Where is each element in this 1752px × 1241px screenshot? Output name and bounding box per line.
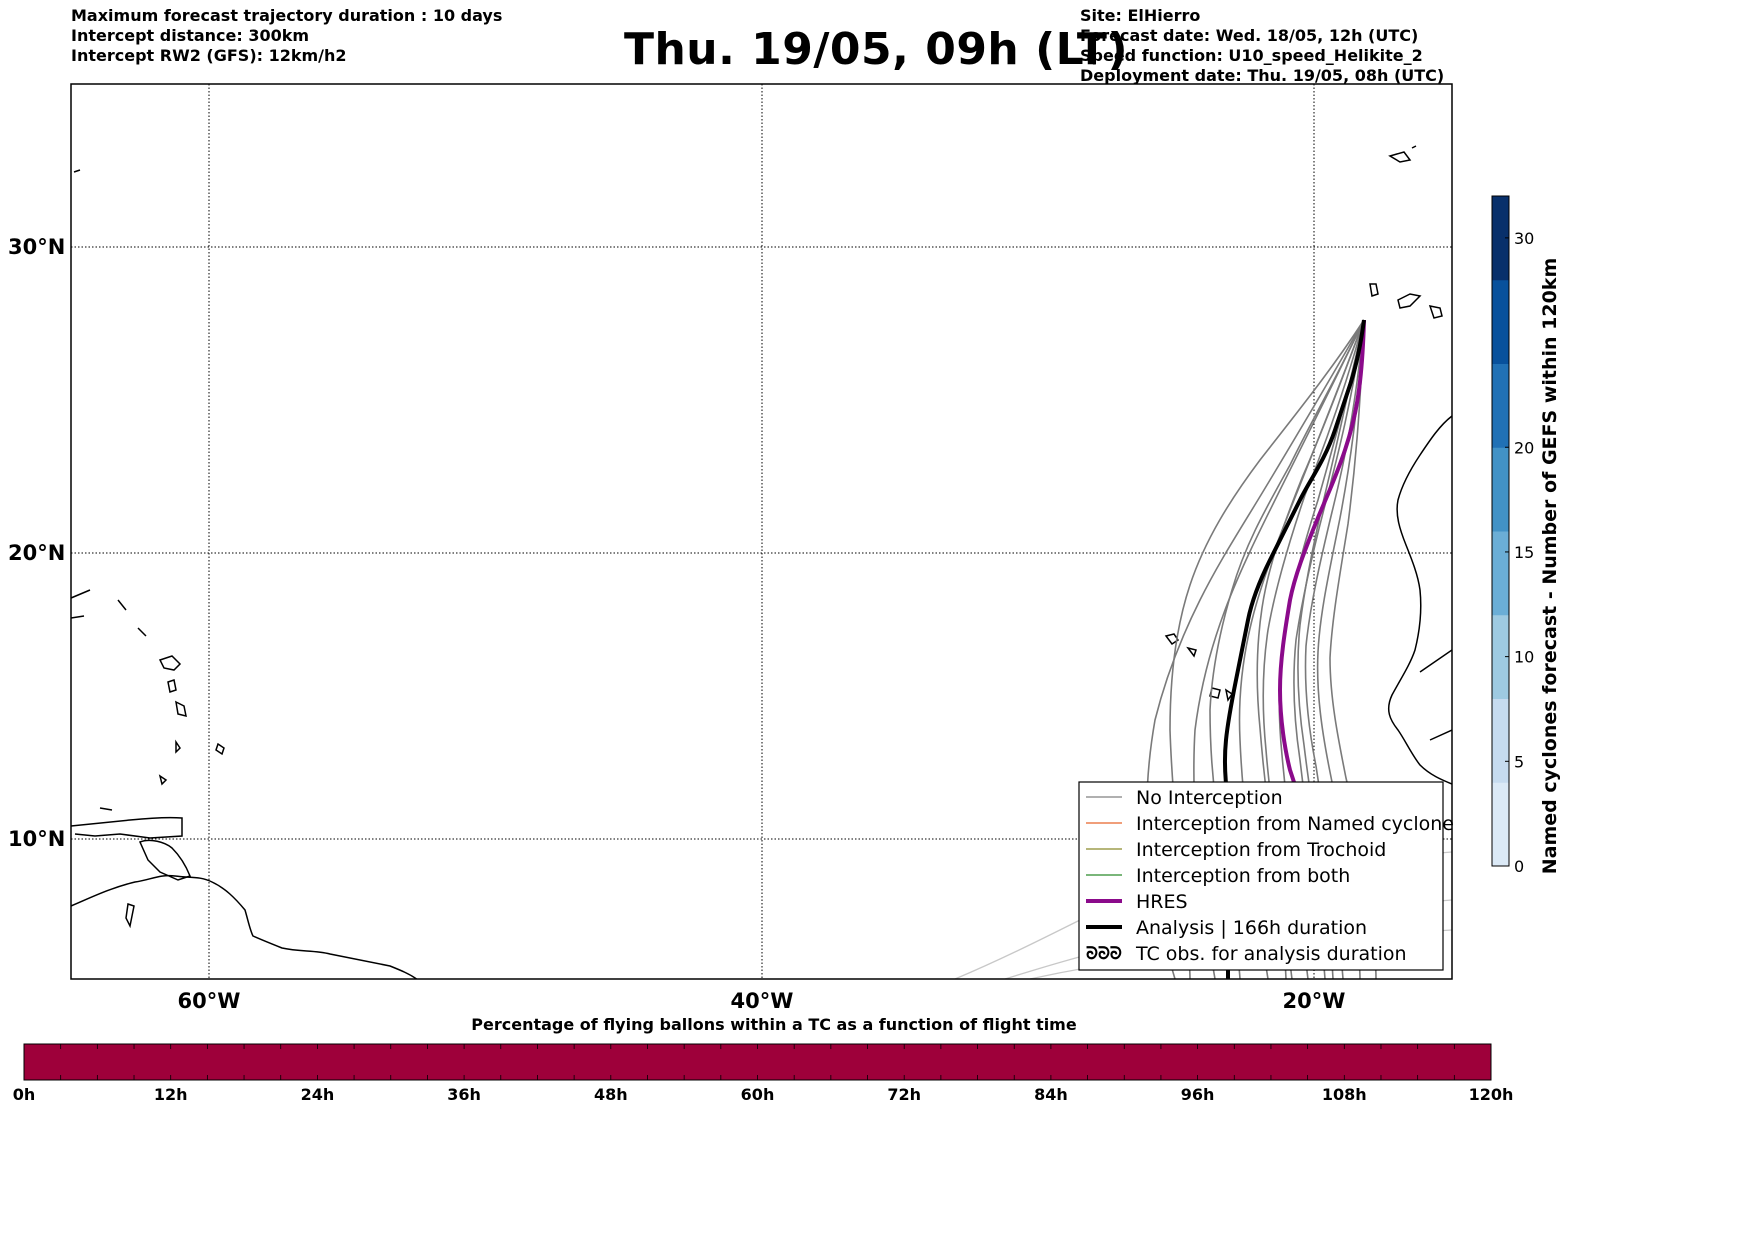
colorbar-ticks: 0 5 10 15 20 30	[1505, 229, 1534, 876]
coastline-guianas-fragment	[71, 589, 91, 619]
island-antilles-4	[175, 739, 181, 754]
legend-label: HRES	[1136, 891, 1188, 913]
bottom-bar-fill	[23, 1043, 1492, 1081]
legend-label: Analysis | 166h duration	[1136, 917, 1367, 939]
legend-items: No Interception Interception from Named c…	[1086, 787, 1454, 965]
bottom-bar-title: Percentage of flying ballons within a TC…	[471, 1015, 1077, 1034]
bottom-bar-tick-label: 0h	[13, 1085, 36, 1104]
colorbar-tick-label: 30	[1514, 229, 1534, 248]
legend-item: Analysis | 166h duration	[1086, 917, 1367, 939]
coastline-africa	[1387, 415, 1452, 785]
island-canary-2	[1397, 293, 1422, 309]
lon-label-60w: 60°W	[178, 989, 241, 1013]
island-antilles-1	[158, 655, 182, 671]
bottom-bar-tick-label: 60h	[741, 1085, 775, 1104]
legend-item: Interception from both	[1086, 865, 1350, 887]
analysis-trajectory	[1222, 319, 1366, 979]
colorbar-segment	[1492, 782, 1509, 867]
legend-label: No Interception	[1136, 787, 1283, 809]
bottom-bar: Percentage of flying ballons within a TC…	[13, 1015, 1514, 1104]
legend-label: Interception from both	[1136, 865, 1350, 887]
lat-label-20n: 20°N	[8, 541, 65, 565]
bottom-bar-tick-label: 72h	[887, 1085, 921, 1104]
bottom-bar-minor-ticks	[60, 1044, 1455, 1080]
colorbar-segment	[1492, 363, 1509, 448]
map-title: Thu. 19/05, 09h (LT)	[623, 24, 1129, 75]
colorbar-label: Named cyclones forecast - Number of GEFS…	[1539, 258, 1561, 875]
island-canary-3	[1428, 305, 1443, 319]
bottom-bar-ticks: 0h 12h 24h 36h 48h 60h 72h 84h 96h 108h 120h	[13, 1085, 1514, 1104]
colorbar-tick-label: 20	[1514, 438, 1534, 457]
hres-trajectory	[1277, 319, 1366, 801]
header-right-line-1: Site: ElHierro	[1080, 6, 1201, 25]
legend-item: No Interception	[1086, 787, 1283, 809]
bottom-bar-tick-label: 96h	[1181, 1085, 1215, 1104]
island-antilles-2	[167, 679, 177, 693]
island-madeira	[1388, 145, 1417, 163]
legend-item: ᘐᘐᘐ TC obs. for analysis duration	[1086, 943, 1407, 965]
lon-labels: 60°W 40°W 20°W	[178, 989, 1346, 1013]
legend: No Interception Interception from Named c…	[1078, 781, 1454, 971]
bottom-bar-tick-label: 12h	[154, 1085, 188, 1104]
header-left-info: Maximum forecast trajectory duration : 1…	[71, 6, 502, 66]
lon-label-20w: 20°W	[1283, 989, 1346, 1013]
lat-label-30n: 30°N	[8, 235, 65, 259]
header-right-line-4: Deployment date: Thu. 19/05, 08h (UTC)	[1080, 66, 1445, 85]
coastline-africa-inlet	[1419, 649, 1452, 741]
legend-item: HRES	[1086, 891, 1188, 913]
bottom-bar-tick-label: 24h	[301, 1085, 335, 1104]
header-left-line-3: Intercept RW2 (GFS): 12km/h2	[71, 46, 347, 65]
colorbar-segment	[1492, 196, 1509, 281]
colorbar-segment	[1492, 279, 1509, 364]
lon-label-40w: 40°W	[731, 989, 794, 1013]
tc-obs-symbol-icon: ᘐᘐᘐ	[1086, 944, 1122, 964]
colorbar-segments	[1492, 196, 1509, 867]
bottom-bar-tick-label: 48h	[594, 1085, 628, 1104]
colorbar-tick-label: 15	[1514, 543, 1534, 562]
colorbar-segment	[1492, 447, 1509, 532]
header-right-info: Site: ElHierro Forecast date: Wed. 18/05…	[1080, 6, 1444, 86]
colorbar-tick-label: 0	[1514, 857, 1524, 876]
legend-item: Interception from Named cyclone	[1086, 813, 1454, 835]
bottom-bar-tick-label: 36h	[447, 1085, 481, 1104]
header-left-line-1: Maximum forecast trajectory duration : 1…	[71, 6, 503, 25]
bottom-bar-tick-label: 108h	[1322, 1085, 1367, 1104]
colorbar-tick-label: 5	[1514, 752, 1524, 771]
colorbar-tick-label: 10	[1514, 648, 1534, 667]
island-trinidad	[138, 839, 191, 881]
island-antilles-3	[175, 700, 187, 718]
bottom-bar-tick-label: 120h	[1469, 1085, 1514, 1104]
map-frame	[70, 83, 1453, 980]
legend-label: Interception from Trochoid	[1136, 839, 1386, 861]
legend-label: TC obs. for analysis duration	[1135, 943, 1407, 965]
coastlines	[71, 145, 1452, 979]
legend-box	[1078, 781, 1444, 971]
colorbar-segment	[1492, 614, 1509, 699]
colorbar-segment	[1492, 698, 1509, 783]
island-cape-verde-1	[1164, 633, 1180, 646]
island-cape-verde-4	[1224, 688, 1234, 702]
island-antilles-5	[158, 774, 168, 786]
island-small-2	[125, 903, 135, 929]
header-right-line-3: Speed function: U10_speed_Helikite_2	[1080, 46, 1423, 65]
island-small-1	[73, 169, 147, 811]
island-antilles-6	[215, 742, 225, 756]
bottom-bar-tick-label: 84h	[1034, 1085, 1068, 1104]
legend-label: Interception from Named cyclone	[1136, 813, 1454, 835]
island-cape-verde-2	[1186, 646, 1197, 658]
header-left-line-2: Intercept distance: 300km	[71, 26, 310, 45]
coastline-south-america	[71, 874, 418, 979]
island-canary-1	[1369, 283, 1379, 297]
colorbar-segment	[1492, 531, 1509, 616]
coastline-trinidad-area	[71, 816, 183, 839]
colorbar-frame	[1491, 195, 1510, 867]
lat-label-10n: 10°N	[8, 827, 65, 851]
header-right-line-2: Forecast date: Wed. 18/05, 12h (UTC)	[1080, 26, 1419, 45]
colorbar: 0 5 10 15 20 30 Named cyclones forecast - Num…	[1491, 195, 1561, 876]
legend-item: Interception from Trochoid	[1086, 839, 1386, 861]
lat-labels: 30°N 20°N 10°N	[8, 235, 65, 851]
